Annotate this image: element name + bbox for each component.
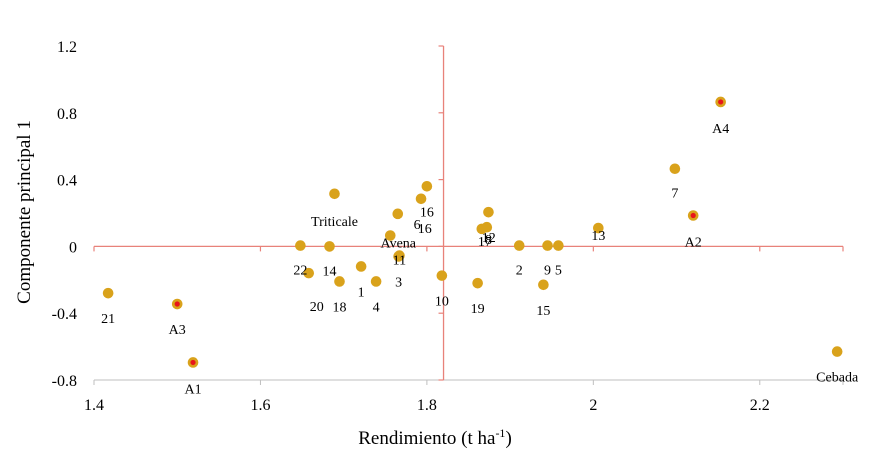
data-point xyxy=(392,208,404,220)
data-point xyxy=(384,230,396,241)
point-label: A3 xyxy=(169,323,186,338)
point-label: 17 xyxy=(478,235,492,250)
data-point xyxy=(538,279,549,291)
y-axis-title: Componente principal 1 xyxy=(14,120,35,304)
data-point xyxy=(472,277,483,289)
axes xyxy=(93,45,844,385)
point-label: 1 xyxy=(358,285,365,300)
point-label: Avena xyxy=(381,237,417,252)
data-point xyxy=(393,251,404,262)
point-label: 5 xyxy=(555,264,562,279)
x-tick-label: 1.6 xyxy=(250,397,270,414)
data-point xyxy=(436,270,448,281)
data-point xyxy=(593,222,604,234)
data-point xyxy=(513,240,525,251)
data-point xyxy=(553,240,564,251)
data-point xyxy=(329,188,340,200)
point-label: 8 xyxy=(485,233,492,248)
data-point xyxy=(295,240,306,251)
data-point xyxy=(415,193,427,205)
x-axis-title-superscript: -1 xyxy=(495,426,505,440)
point-label: 16 xyxy=(420,205,434,220)
point-label: 4 xyxy=(373,300,380,315)
point-label: 20 xyxy=(310,300,324,315)
data-point xyxy=(831,346,843,357)
data-point-highlight xyxy=(718,99,724,105)
y-tick-label: 1.2 xyxy=(57,39,77,56)
point-label: 13 xyxy=(591,229,605,244)
point-label: 3 xyxy=(395,275,402,290)
point-label: 10 xyxy=(435,295,449,310)
point-label: 22 xyxy=(293,264,307,279)
x-axis-title-end: ) xyxy=(505,428,511,449)
point-label: 7 xyxy=(671,187,678,202)
point-label: 16 xyxy=(418,222,432,237)
point-label: 15 xyxy=(536,304,550,319)
point-label: 19 xyxy=(471,302,485,317)
tick-labels: 1.4 1.6 1.8 2 2.2 1.2 0.8 0.4 0 -0.4 -0.8 xyxy=(52,39,770,414)
x-tick-label: 2.2 xyxy=(750,397,770,414)
point-label: A2 xyxy=(685,236,702,251)
point-label: Triticale xyxy=(311,215,358,230)
y-tick-label: -0.8 xyxy=(52,373,77,390)
data-point-highlight xyxy=(174,301,180,307)
y-tick-label: 0.4 xyxy=(57,173,77,190)
data-point xyxy=(355,261,367,272)
point-label: 9 xyxy=(544,264,551,279)
x-axis-title: Rendimiento (t ha-1) xyxy=(358,426,512,449)
point-label: 12 xyxy=(482,231,496,246)
x-axis-title-main: Rendimiento (t ha xyxy=(358,428,496,449)
data-point-highlight xyxy=(190,359,196,366)
point-label: 2 xyxy=(516,264,523,279)
point-label: A1 xyxy=(184,382,201,397)
data-point xyxy=(324,241,335,252)
point-label: A4 xyxy=(712,122,729,137)
point-label: 14 xyxy=(323,264,337,279)
point-label: 18 xyxy=(333,300,347,315)
point-label: 6 xyxy=(414,218,421,233)
data-point xyxy=(669,163,681,175)
y-tick-label: 0.8 xyxy=(57,106,77,123)
data-point xyxy=(421,180,433,192)
x-tick-label: 1.8 xyxy=(417,397,437,414)
data-point xyxy=(334,276,345,287)
data-point xyxy=(102,287,114,299)
data-point-highlight xyxy=(690,212,696,219)
data-points xyxy=(102,96,843,368)
x-tick-label: 2 xyxy=(589,397,597,414)
x-tick-label: 1.4 xyxy=(84,397,104,414)
point-label: 11 xyxy=(393,254,406,269)
data-point xyxy=(303,267,315,279)
y-tick-label: -0.4 xyxy=(52,306,77,323)
point-label: 21 xyxy=(101,312,115,327)
data-point xyxy=(481,221,493,233)
data-point xyxy=(542,240,553,251)
point-label: Cebada xyxy=(816,371,859,386)
data-point xyxy=(370,276,382,287)
y-tick-label: 0 xyxy=(69,239,77,256)
data-point xyxy=(483,206,494,218)
